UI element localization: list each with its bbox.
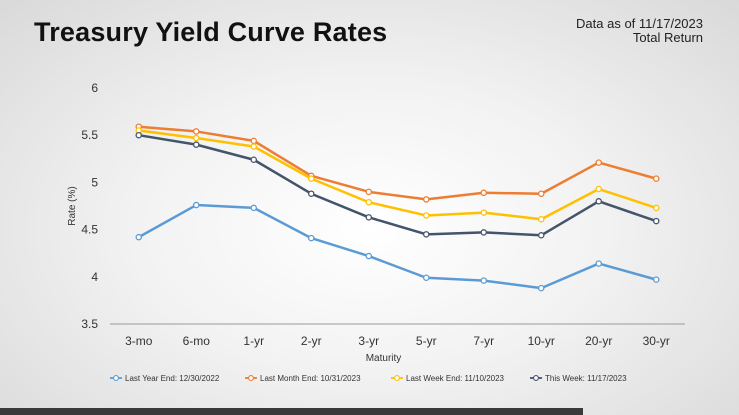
data-point [250,156,257,163]
y-tick-label: 4.5 [81,223,98,237]
video-progress-bar [0,408,583,415]
data-point [365,188,372,196]
total-return-label: Total Return [632,30,703,45]
as-of-note: Data as of 11/17/2023 Total Return [576,17,703,45]
series-line [138,133,657,237]
y-tick-label: 3.5 [81,317,98,331]
data-point [480,277,487,284]
data-point [422,196,430,203]
y-tick-label: 5.5 [81,128,98,142]
data-point [653,276,660,283]
legend-label: Last Month End: 10/31/2023 [260,374,361,383]
legend-marker [248,375,254,381]
data-point [595,159,603,166]
data-point [653,217,660,225]
x-tick-label: 1-yr [243,334,264,348]
chart-axes: 3.5 4 4.5 5 5.5 6 3-mo 6-mo 1-yr 2-yr 3-yr 5-yr 7-yr… [67,81,685,364]
chart-title: Treasury Yield Curve Rates [34,17,388,47]
data-point [538,284,545,292]
data-point [307,234,315,242]
data-point [365,252,372,260]
data-point [422,212,430,219]
data-point [365,214,372,221]
chart-legend: Last Year End: 12/30/2022 Last Month End:… [110,374,627,383]
chart-series [135,123,660,292]
data-point [250,137,257,145]
x-tick-label: 30-yr [643,334,670,348]
series-line [138,203,657,290]
data-point [653,175,660,182]
x-axis-title: Maturity [366,353,402,364]
y-tick-label: 6 [91,81,98,95]
data-point [538,215,545,223]
legend-marker [394,375,400,381]
y-tick-label: 4 [91,270,98,284]
legend-marker [533,375,539,381]
data-point [480,209,487,216]
data-point [135,233,142,241]
data-point [422,231,430,238]
legend-marker [113,375,119,381]
data-point [192,134,200,142]
x-tick-label: 5-yr [416,334,437,348]
y-tick-label: 5 [91,175,98,189]
x-tick-label: 2-yr [301,334,322,348]
x-tick-label: 6-mo [183,334,211,348]
series-line [138,125,657,201]
legend-label: This Week: 11/17/2023 [545,374,627,383]
data-point [135,131,142,139]
data-point [307,190,315,197]
data-point [538,190,545,197]
data-point [307,175,315,182]
data-point [653,204,660,212]
data-point [595,185,603,193]
as-of-date: Data as of 11/17/2023 [576,16,703,31]
data-point [192,141,200,148]
y-axis-title: Rate (%) [67,186,78,225]
data-point [480,189,487,197]
data-point [595,198,603,205]
data-point [250,204,257,212]
x-tick-label: 7-yr [473,334,494,348]
data-point [595,260,603,267]
x-tick-label: 20-yr [585,334,612,348]
x-tick-label: 3-mo [125,334,153,348]
data-point [538,232,545,239]
x-tick-label: 3-yr [358,334,379,348]
legend-label: Last Year End: 12/30/2022 [125,374,220,383]
data-point [365,198,372,206]
data-point [480,229,487,236]
data-point [250,143,257,150]
data-point [422,274,430,281]
series-line [138,129,657,221]
x-tick-label: 10-yr [528,334,555,348]
legend-label: Last Week End: 11/10/2023 [406,374,505,383]
data-point [192,128,200,135]
data-point [192,201,200,209]
